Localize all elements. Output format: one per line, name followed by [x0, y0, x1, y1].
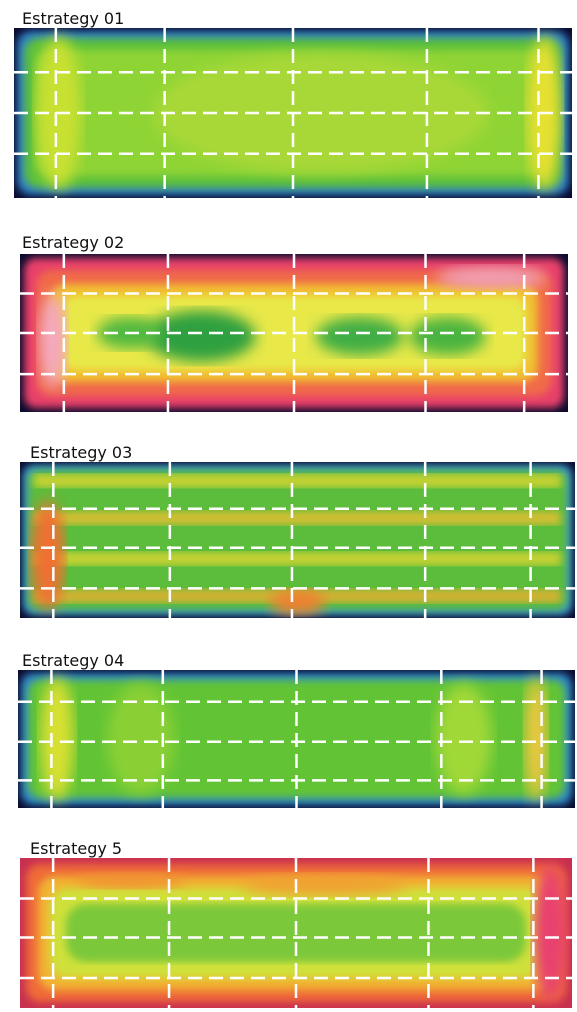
panel-label: Estrategy 03	[30, 443, 132, 462]
panel-label: Estrategy 02	[22, 233, 124, 252]
heat-blob	[409, 317, 486, 355]
heat-blob	[146, 311, 256, 362]
panel-label: Estrategy 04	[22, 651, 124, 670]
page: Estrategy 01 Estrategy 02 Estrategy 03 E…	[0, 0, 577, 1012]
heat-blob	[316, 317, 404, 355]
heat-stripe	[34, 511, 561, 525]
panel-label: Estrategy 5	[30, 839, 122, 858]
heat-blob	[533, 866, 566, 1001]
heat-image	[20, 462, 575, 618]
heat-image	[18, 670, 575, 808]
heat-stripe	[34, 474, 561, 488]
heat-image	[20, 254, 568, 412]
heat-blob	[436, 684, 492, 794]
heat-blob	[525, 677, 547, 801]
heat-blob	[241, 875, 407, 896]
heat-blob	[436, 267, 546, 289]
heat-image	[20, 858, 572, 1008]
panel-label: Estrategy 01	[22, 9, 124, 28]
heat-image	[14, 28, 572, 198]
heat-blob	[31, 501, 64, 610]
heatmap-figure: Estrategy 01 Estrategy 02 Estrategy 03 E…	[0, 0, 577, 1012]
heat-stripe	[34, 552, 561, 566]
heat-blob	[40, 677, 73, 801]
heat-blob	[270, 590, 326, 615]
